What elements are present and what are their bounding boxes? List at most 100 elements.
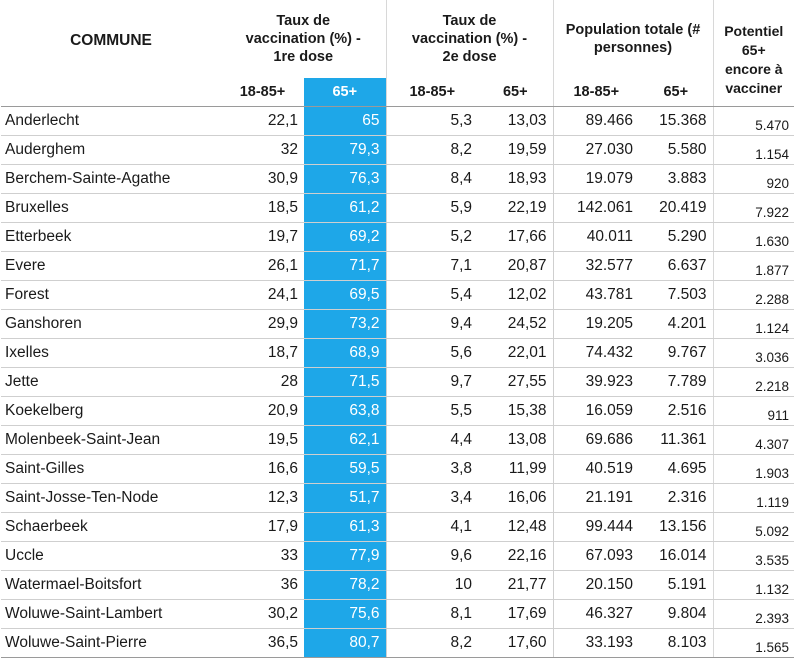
table-row: Uccle 33 77,9 9,6 22,16 67.093 16.014 3.535 <box>1 541 795 571</box>
cell-dose2-65: 22,16 <box>478 541 554 571</box>
cell-commune: Ganshoren <box>1 309 221 339</box>
cell-pop-65: 2.316 <box>639 483 714 513</box>
cell-pop-18-85: 69.686 <box>552 425 640 455</box>
cell-dose2-65: 19,59 <box>478 135 554 165</box>
cell-dose1-18-85: 20,9 <box>221 396 304 426</box>
cell-dose2-18-85: 8,4 <box>385 164 479 194</box>
cell-dose2-65: 16,06 <box>478 483 554 513</box>
table-row: Ganshoren 29,9 73,2 9,4 24,52 19.205 4.201 1.12… <box>1 309 795 339</box>
cell-dose1-65: 62,1 <box>304 425 387 455</box>
cell-pop-65: 5.290 <box>639 222 714 252</box>
cell-commune: Anderlecht <box>1 106 221 136</box>
cell-dose1-18-85: 18,7 <box>221 338 304 368</box>
table-row: Schaerbeek 17,9 61,3 4,1 12,48 99.444 13.156 5.… <box>1 512 795 542</box>
table-row: Evere 26,1 71,7 7,1 20,87 32.577 6.637 1.877 <box>1 251 795 281</box>
cell-dose1-65: 69,2 <box>304 222 387 252</box>
cell-dose1-65: 78,2 <box>304 570 387 600</box>
table-row: Auderghem 32 79,3 8,2 19,59 27.030 5.580 1.154 <box>1 135 795 165</box>
table-row: Etterbeek 19,7 69,2 5,2 17,66 40.011 5.290 1.63… <box>1 222 795 252</box>
cell-dose2-65: 21,77 <box>478 570 554 600</box>
cell-potentiel: 5.092 <box>712 512 795 542</box>
cell-pop-18-85: 19.079 <box>552 164 640 194</box>
cell-pop-65: 11.361 <box>639 425 714 455</box>
cell-potentiel: 3.036 <box>712 338 795 368</box>
cell-pop-18-85: 33.193 <box>552 628 640 658</box>
subheader-dose2-18-85: 18-85+ <box>385 78 479 108</box>
table-row: Woluwe-Saint-Lambert 30,2 75,6 8,1 17,69 46.3… <box>1 599 795 629</box>
cell-commune: Etterbeek <box>1 222 221 252</box>
cell-dose2-18-85: 5,4 <box>385 280 479 310</box>
cell-dose1-65: 76,3 <box>304 164 387 194</box>
cell-dose2-18-85: 7,1 <box>385 251 479 281</box>
cell-potentiel: 1.877 <box>712 251 795 281</box>
cell-dose1-18-85: 19,7 <box>221 222 304 252</box>
cell-commune: Evere <box>1 251 221 281</box>
table-row: Ixelles 18,7 68,9 5,6 22,01 74.432 9.767 3.036 <box>1 338 795 368</box>
cell-dose2-65: 17,60 <box>478 628 554 658</box>
cell-commune: Auderghem <box>1 135 221 165</box>
cell-dose1-18-85: 24,1 <box>221 280 304 310</box>
cell-dose1-18-85: 12,3 <box>221 483 304 513</box>
cell-pop-18-85: 142.061 <box>552 193 640 223</box>
cell-commune: Molenbeek-Saint-Jean <box>1 425 221 455</box>
cell-potentiel: 911 <box>712 396 795 426</box>
cell-potentiel: 1.124 <box>712 309 795 339</box>
cell-potentiel: 920 <box>712 164 795 194</box>
cell-pop-65: 16.014 <box>639 541 714 571</box>
cell-dose1-18-85: 29,9 <box>221 309 304 339</box>
cell-potentiel: 2.393 <box>712 599 795 629</box>
cell-commune: Watermael-Boitsfort <box>1 570 221 600</box>
cell-pop-65: 15.368 <box>639 106 714 136</box>
cell-dose2-65: 27,55 <box>478 367 554 397</box>
header-commune: COMMUNE <box>1 0 221 107</box>
cell-pop-18-85: 99.444 <box>552 512 640 542</box>
cell-dose1-65: 80,7 <box>304 628 387 658</box>
cell-dose2-18-85: 10 <box>385 570 479 600</box>
cell-pop-65: 9.804 <box>639 599 714 629</box>
cell-pop-18-85: 74.432 <box>552 338 640 368</box>
subheader-pop-18-85: 18-85+ <box>552 78 640 108</box>
cell-pop-65: 9.767 <box>639 338 714 368</box>
cell-pop-18-85: 20.150 <box>552 570 640 600</box>
cell-potentiel: 3.535 <box>712 541 795 571</box>
cell-dose1-18-85: 16,6 <box>221 454 304 484</box>
cell-dose2-65: 13,03 <box>478 106 554 136</box>
header-potentiel: Potentiel 65+ encore à vacciner <box>712 0 795 107</box>
subheader-row: 18-85+ 65+ 18-85+ 65+ 18-85+ 65+ <box>1 78 794 108</box>
cell-dose1-18-85: 32 <box>221 135 304 165</box>
cell-dose1-18-85: 33 <box>221 541 304 571</box>
cell-dose2-18-85: 8,1 <box>385 599 479 629</box>
cell-commune: Woluwe-Saint-Pierre <box>1 628 221 658</box>
cell-potentiel: 1.903 <box>712 454 795 484</box>
cell-pop-65: 3.883 <box>639 164 714 194</box>
subheader-dose1-65: 65+ <box>304 78 387 108</box>
cell-dose2-18-85: 9,7 <box>385 367 479 397</box>
header-dose2: Taux de vaccination (%) - 2e dose <box>385 0 554 79</box>
cell-commune: Saint-Josse-Ten-Node <box>1 483 221 513</box>
table-body: Anderlecht 22,1 65 5,3 13,03 89.466 15.368 5.47… <box>1 106 795 658</box>
cell-potentiel: 2.288 <box>712 280 795 310</box>
cell-potentiel: 1.630 <box>712 222 795 252</box>
header-population: Population totale (# personnes) <box>552 0 714 79</box>
cell-pop-18-85: 40.519 <box>552 454 640 484</box>
cell-dose2-18-85: 9,4 <box>385 309 479 339</box>
table-head: COMMUNE Taux de vaccination (%) - 1re do… <box>1 0 795 108</box>
cell-pop-18-85: 21.191 <box>552 483 640 513</box>
cell-dose1-18-85: 19,5 <box>221 425 304 455</box>
cell-potentiel: 1.132 <box>712 570 795 600</box>
table-row: Jette 28 71,5 9,7 27,55 39.923 7.789 2.218 <box>1 367 795 397</box>
cell-pop-18-85: 27.030 <box>552 135 640 165</box>
cell-pop-65: 8.103 <box>639 628 714 658</box>
cell-dose2-18-85: 5,5 <box>385 396 479 426</box>
cell-dose2-18-85: 3,8 <box>385 454 479 484</box>
cell-commune: Forest <box>1 280 221 310</box>
header-dose1: Taux de vaccination (%) - 1re dose <box>245 13 361 66</box>
cell-dose1-65: 51,7 <box>304 483 387 513</box>
cell-pop-18-85: 43.781 <box>552 280 640 310</box>
cell-potentiel: 1.154 <box>712 135 795 165</box>
cell-dose1-18-85: 36 <box>221 570 304 600</box>
cell-commune: Ixelles <box>1 338 221 368</box>
cell-commune: Koekelberg <box>1 396 221 426</box>
cell-dose1-18-85: 17,9 <box>221 512 304 542</box>
